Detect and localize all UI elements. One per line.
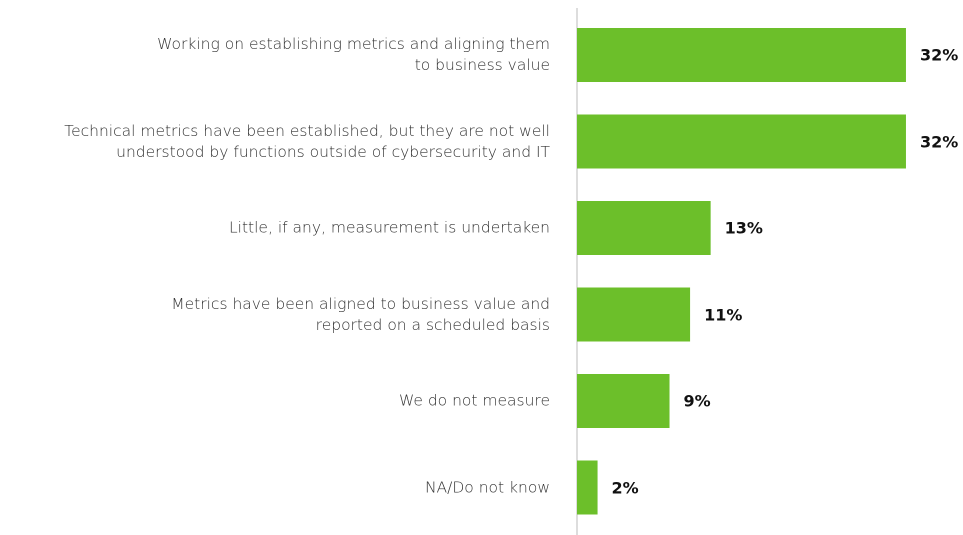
bar bbox=[577, 28, 906, 82]
value-label: 32% bbox=[919, 45, 959, 65]
bar bbox=[577, 287, 691, 342]
value-label: 11% bbox=[704, 305, 743, 324]
bar bbox=[577, 201, 711, 255]
category-label: NA/Do not know bbox=[424, 478, 550, 496]
bar bbox=[577, 374, 670, 428]
value-label: 32% bbox=[919, 132, 959, 151]
category-label: Metrics have been aligned to business va… bbox=[171, 294, 550, 334]
value-label: 2% bbox=[611, 478, 639, 497]
bar bbox=[577, 460, 598, 515]
category-label: Technical metrics have been established,… bbox=[64, 121, 550, 161]
bar bbox=[577, 114, 906, 169]
value-label: 9% bbox=[683, 391, 711, 411]
category-label: Working on establishing metrics and alig… bbox=[157, 35, 550, 74]
category-label: We do not measure bbox=[398, 391, 550, 410]
value-label: 13% bbox=[724, 218, 763, 238]
category-label: Little, if any, measurement is undertake… bbox=[229, 218, 550, 237]
